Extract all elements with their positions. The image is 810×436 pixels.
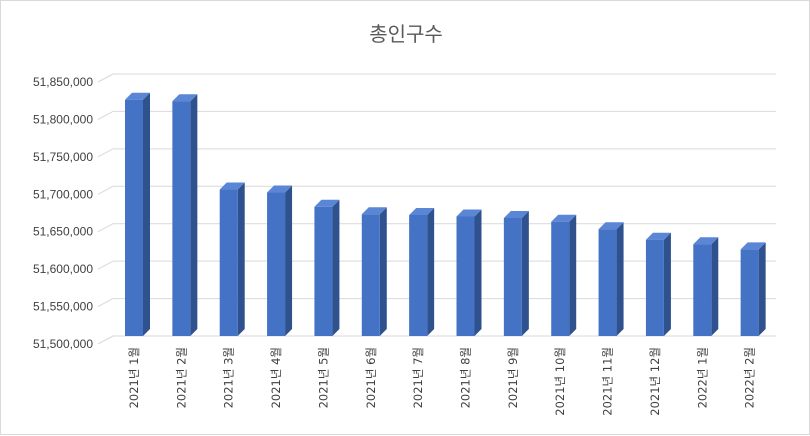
bar-side bbox=[190, 94, 198, 336]
gridlines bbox=[97, 73, 776, 345]
gridline-depth bbox=[97, 110, 114, 120]
bar bbox=[693, 237, 719, 336]
gridline-depth bbox=[97, 260, 114, 270]
bar-top bbox=[219, 182, 245, 190]
bar-top bbox=[503, 210, 529, 218]
y-tick-label: 51,650,000 bbox=[33, 225, 93, 239]
x-category-label: 2021년 2월 bbox=[174, 347, 188, 408]
bar bbox=[409, 207, 435, 336]
bar-side bbox=[569, 214, 577, 336]
y-tick-label: 51,750,000 bbox=[33, 150, 93, 164]
bar-top bbox=[267, 185, 293, 193]
bar-side bbox=[663, 232, 671, 336]
bar-top bbox=[125, 92, 150, 100]
bar-side bbox=[474, 209, 482, 336]
x-category-label: 2021년 3월 bbox=[222, 347, 236, 408]
x-category-label: 2021년 1월 bbox=[127, 347, 141, 408]
x-category-label: 2021년 6월 bbox=[364, 347, 378, 408]
bar-top bbox=[645, 232, 671, 240]
bar-top bbox=[740, 242, 766, 250]
y-tick-label: 51,550,000 bbox=[33, 300, 93, 314]
bar-top bbox=[172, 94, 198, 102]
bar-front bbox=[219, 189, 238, 336]
bar bbox=[172, 94, 198, 336]
bar bbox=[645, 232, 671, 336]
bar bbox=[740, 242, 766, 336]
bar bbox=[125, 92, 150, 336]
x-category-label: 2022년 2월 bbox=[743, 347, 757, 408]
chart-title: 총인구수 bbox=[369, 22, 443, 46]
x-category-label: 2021년 8월 bbox=[459, 347, 473, 408]
bar-front bbox=[125, 99, 143, 336]
bar bbox=[503, 210, 529, 336]
bar bbox=[361, 207, 387, 336]
bar bbox=[551, 214, 577, 336]
y-axis-ticks: 51,500,000 51,550,000 51,600,000 51,650,000… bbox=[33, 75, 93, 351]
bar-front bbox=[645, 239, 664, 336]
bar-top bbox=[693, 237, 719, 245]
x-axis-categories: 2021년 1월 2021년 2월 2021년 3월 2021년 4월 2021년 5월… bbox=[127, 347, 757, 416]
y-tick-label: 51,500,000 bbox=[33, 337, 93, 351]
gridline-depth bbox=[97, 73, 114, 83]
x-category-label: 2021년 12월 bbox=[648, 347, 662, 416]
bar-front bbox=[361, 214, 380, 336]
gridline-depth bbox=[97, 148, 114, 158]
gridline-depth bbox=[97, 298, 114, 308]
bar-front bbox=[172, 101, 191, 336]
bar-side bbox=[237, 182, 245, 336]
bar-front bbox=[456, 216, 475, 336]
x-category-label: 2021년 10월 bbox=[553, 347, 567, 416]
bar-top bbox=[361, 207, 387, 215]
bar-front bbox=[598, 229, 617, 336]
x-category-label: 2021년 11월 bbox=[601, 347, 615, 416]
bar-front bbox=[503, 217, 522, 336]
bar-top bbox=[456, 209, 482, 217]
bar bbox=[456, 209, 482, 336]
gridline-depth bbox=[97, 223, 114, 233]
bar-side bbox=[521, 210, 529, 336]
bar-front bbox=[740, 249, 759, 336]
bar-side bbox=[143, 92, 150, 336]
bar-side bbox=[616, 222, 624, 336]
bar bbox=[314, 199, 340, 336]
bar-side bbox=[285, 185, 293, 336]
x-category-label: 2021년 9월 bbox=[506, 347, 520, 408]
gridline-depth bbox=[97, 185, 114, 195]
bar-top bbox=[314, 199, 340, 207]
bar-side bbox=[332, 199, 340, 336]
bar-front bbox=[551, 221, 570, 336]
bar-front bbox=[267, 192, 286, 336]
bar-side bbox=[758, 242, 766, 336]
bar bbox=[598, 222, 624, 336]
y-tick-label: 51,600,000 bbox=[33, 262, 93, 276]
bar bbox=[219, 182, 245, 336]
bar-top bbox=[409, 207, 435, 215]
y-tick-label: 51,800,000 bbox=[33, 112, 93, 126]
bar-front bbox=[409, 214, 428, 336]
bar-side bbox=[379, 207, 387, 336]
x-category-label: 2022년 1월 bbox=[695, 347, 709, 408]
bar-front bbox=[314, 206, 333, 336]
gridline-depth bbox=[97, 335, 114, 345]
bar bbox=[267, 185, 293, 336]
bar-top bbox=[598, 222, 624, 230]
x-category-label: 2021년 4월 bbox=[269, 347, 283, 408]
bar-top bbox=[551, 214, 577, 222]
bar-front bbox=[693, 244, 712, 336]
bars bbox=[125, 92, 766, 336]
bar-side bbox=[711, 237, 719, 336]
y-tick-label: 51,850,000 bbox=[33, 75, 93, 89]
y-tick-label: 51,700,000 bbox=[33, 187, 93, 201]
bar-side bbox=[427, 207, 435, 336]
x-category-label: 2021년 5월 bbox=[316, 347, 330, 408]
x-category-label: 2021년 7월 bbox=[411, 347, 425, 408]
